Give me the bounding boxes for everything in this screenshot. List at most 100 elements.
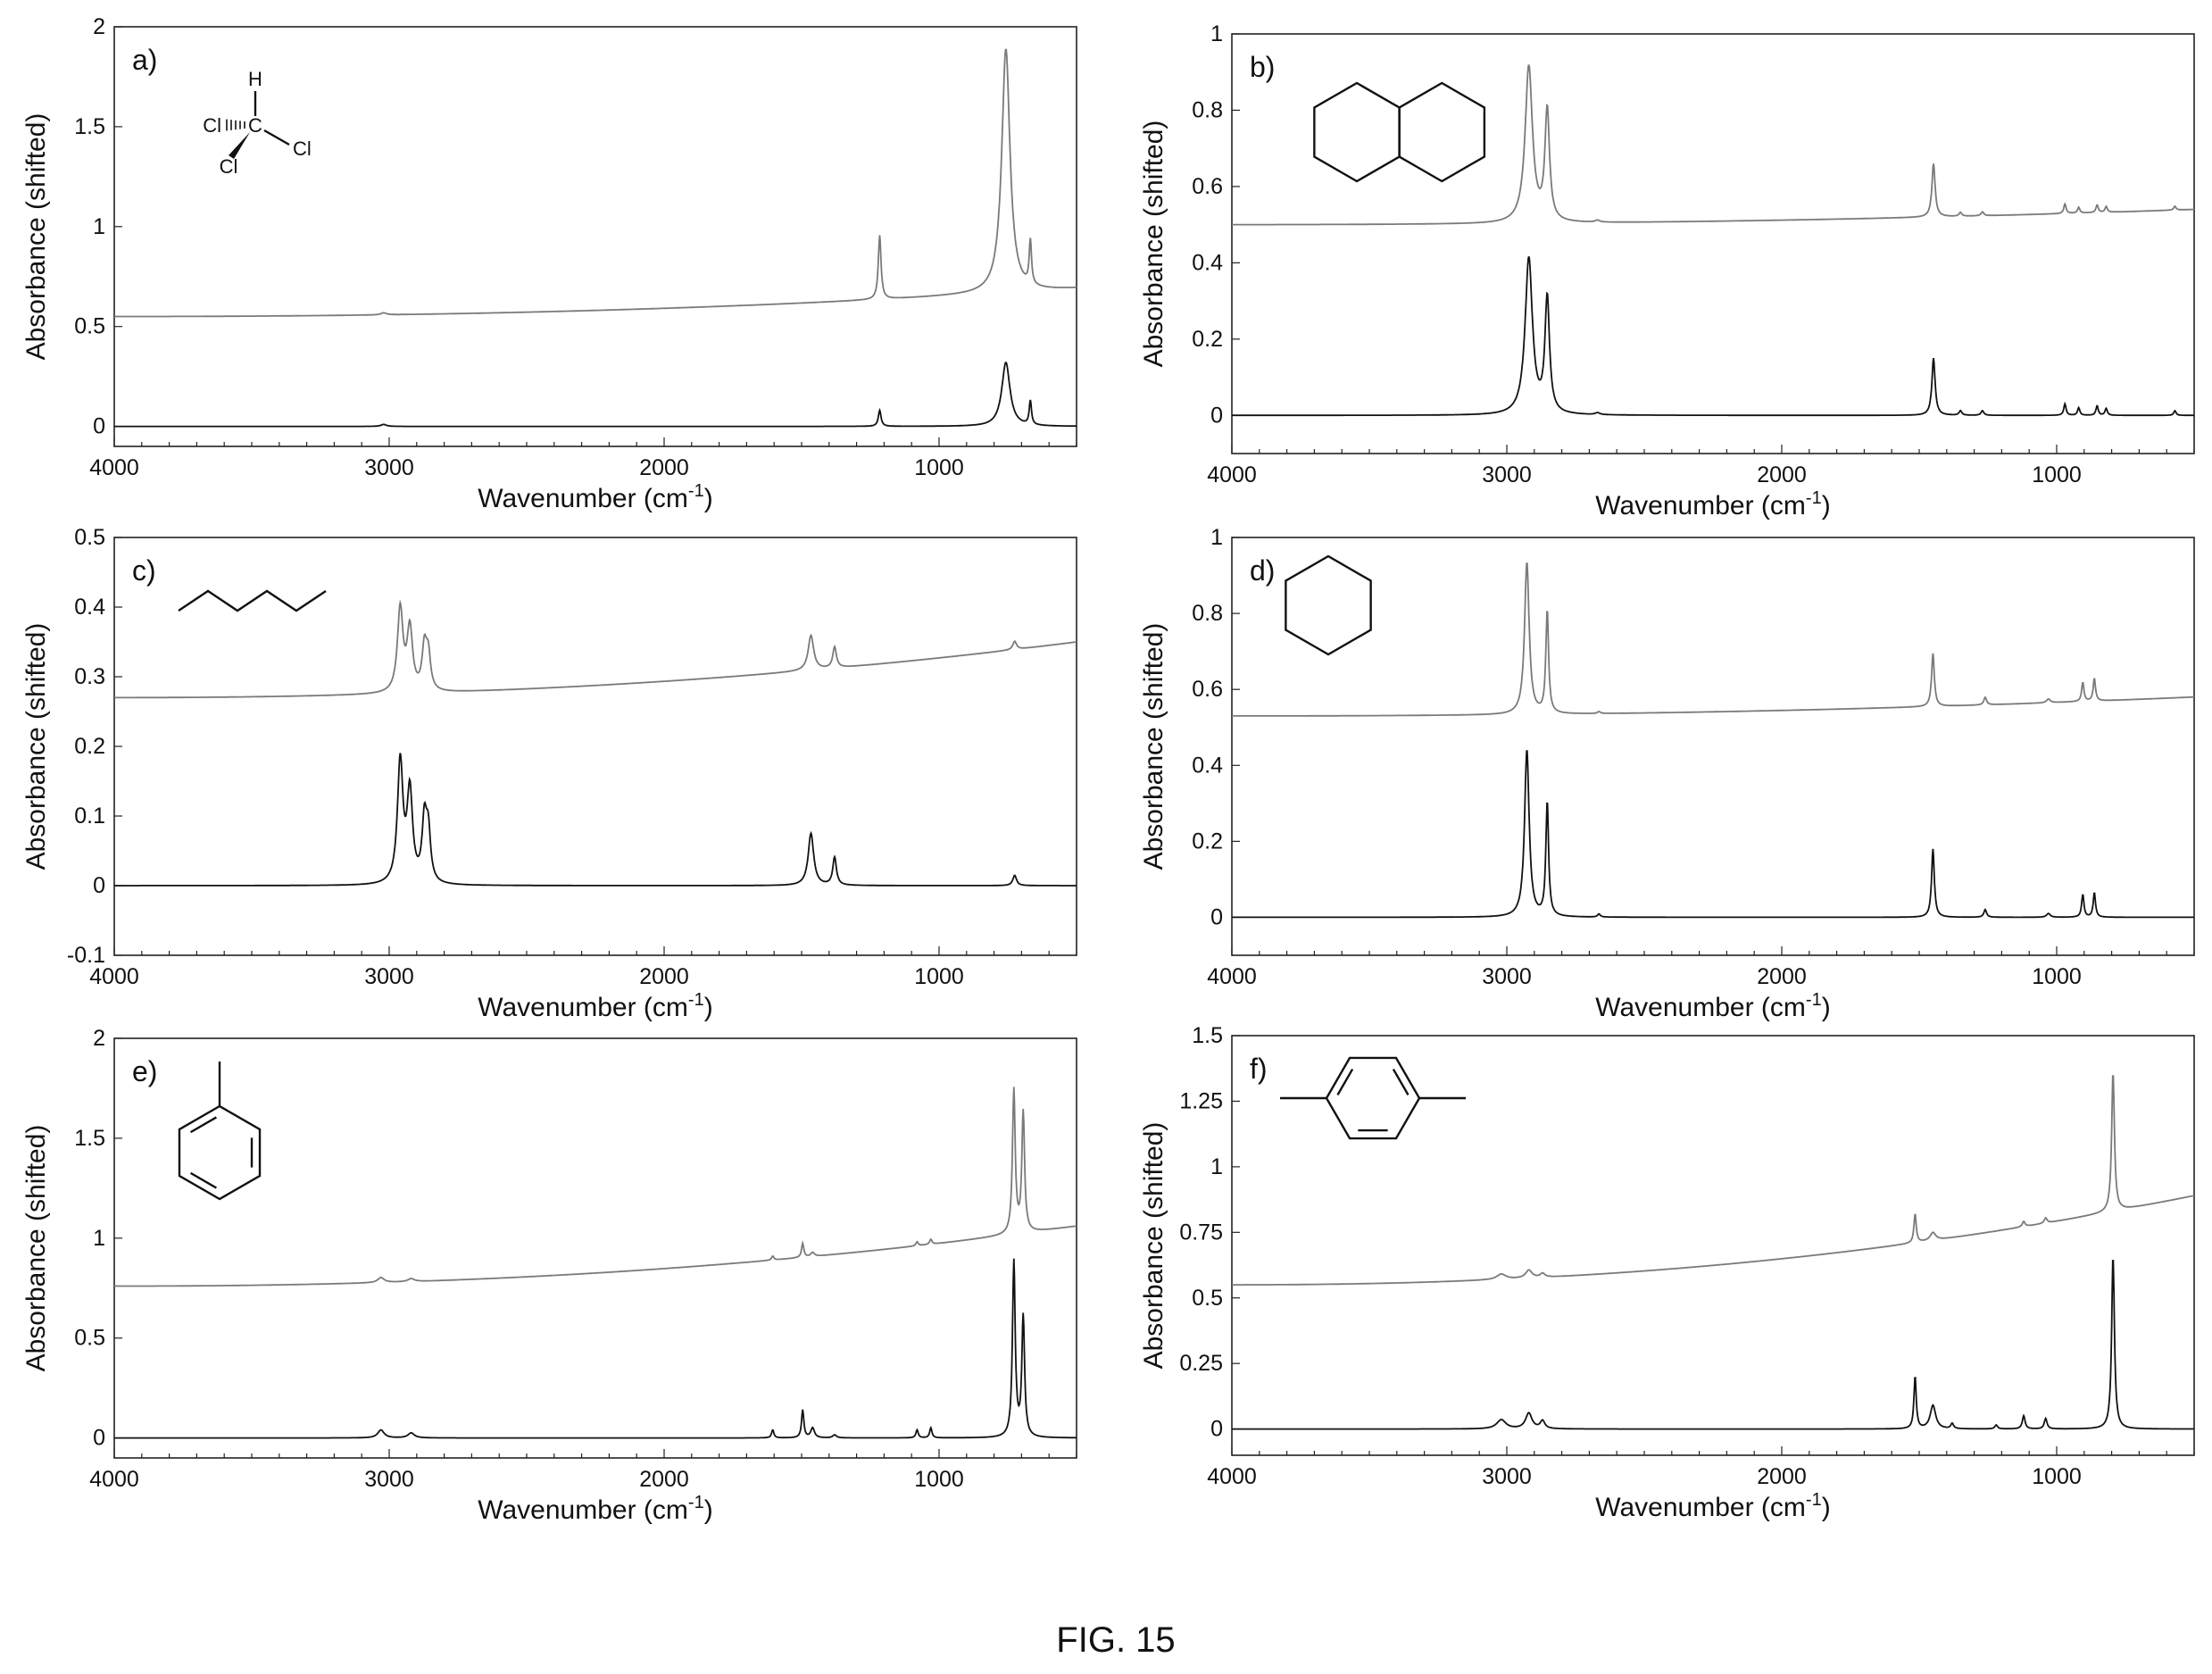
y-axis-title: Absorbance (shifted) [21,623,51,870]
y-tick-label: 1 [93,1226,105,1251]
x-axis-title-text: Wavenumber (cm [478,1495,688,1525]
plot-frame [113,537,1077,956]
y-tick-label: 1.5 [74,114,105,139]
plot-frame [1231,1035,2195,1456]
y-tick-label: 2 [93,1026,105,1051]
y-tick-label: 0.4 [1192,753,1223,778]
x-axis-title-superscript: -1 [688,990,704,1010]
y-tick-label: 0 [93,1426,105,1451]
x-tick-label: 2000 [639,455,689,480]
y-tick-label: 0.5 [74,314,105,339]
atom-label-cl-right: Cl [293,137,312,160]
x-tick-label: 4000 [89,1467,139,1492]
x-tick-label: 1000 [2032,964,2082,989]
x-tick-label: 4000 [1207,964,1257,989]
y-tick-label: 1.25 [1179,1088,1223,1113]
panel-letter: a) [132,44,157,76]
y-tick-label: 0.8 [1192,97,1223,122]
y-tick-label: 0 [93,414,105,439]
y-axis-title: Absorbance (shifted) [21,1125,51,1372]
series-line-shifted [1232,1075,2194,1286]
y-tick-label: 0.2 [1192,327,1223,352]
y-tick-label: 1.5 [74,1126,105,1151]
x-tick-label: 4000 [1207,462,1257,487]
y-tick-label: 0.4 [1192,250,1223,275]
x-axis-title-superscript: -1 [1806,488,1822,508]
x-axis-title-text: Wavenumber (cm [1595,491,1806,521]
x-axis-title: Wavenumber (cm-1) [1595,488,1830,521]
y-tick-label: 1 [1210,525,1223,550]
figure-caption: FIG. 15 [1056,1620,1175,1660]
x-tick-label: 3000 [1482,1464,1532,1489]
molecule-structure-decalin [1313,81,1486,183]
x-axis-title-close: ) [704,484,713,513]
panel-a: 4000 3000 2000 1000 0 0.5 1 1.5 2 Wavenumber (cm-… [21,14,1077,513]
decalin-ring-1 [1313,81,1401,183]
x-tick-label: 1000 [914,964,964,989]
panel-c: 4000 3000 2000 1000 -0.1 0 0.1 0.2 0.3 0.4 0.5 Wave… [21,525,1077,1022]
plot-frame [113,1037,1077,1459]
x-axis-title: Wavenumber (cm-1) [478,1493,712,1525]
x-tick-label: 1000 [2032,462,2082,487]
series-line-baseline [1232,1260,2194,1430]
y-tick-label: 0.5 [1192,1286,1223,1311]
y-tick-label: 0.6 [1192,174,1223,199]
plot-frame [1231,33,2195,454]
x-axis-title-text: Wavenumber (cm [478,484,688,513]
y-axis-title: Absorbance (shifted) [1139,623,1168,870]
x-tick-label: 2000 [639,964,689,989]
y-tick-label: 0 [1210,1417,1223,1442]
x-axis-title-close: ) [1822,993,1831,1022]
x-tick-label: 1000 [914,455,964,480]
aromatic-double-bond-2 [189,1171,217,1189]
decalin-ring-2 [1398,81,1486,183]
y-axis-title: Absorbance (shifted) [1139,1122,1168,1370]
series-line-baseline [1232,256,2194,417]
y-tick-label: 0.6 [1192,677,1223,702]
molecule-structure-chloroform: H Cl C Cl Cl [203,68,312,178]
y-tick-label: 1 [1210,21,1223,46]
x-axis-title: Wavenumber (cm-1) [1595,1490,1830,1522]
series-line-shifted [1232,562,2194,717]
x-axis-title-text: Wavenumber (cm [1595,993,1806,1022]
cyclohexane-ring [1285,554,1372,656]
hexane-chain [178,589,327,612]
y-tick-label: 0 [1210,403,1223,428]
panel-b: 4000 3000 2000 1000 0 0.2 0.4 0.6 0.8 1 Wavenumber… [1139,21,2195,521]
series-line-baseline [114,1258,1077,1439]
y-tick-label: 0.2 [1192,829,1223,854]
molecule-structure-cyclohexane [1285,554,1372,656]
x-tick-label: 4000 [89,964,139,989]
y-tick-label: 0.25 [1179,1351,1223,1376]
molecule-structure-hexane [178,589,327,612]
aromatic-double-bond-3 [1392,1068,1410,1095]
x-tick-label: 3000 [1482,462,1532,487]
x-tick-label: 1000 [2032,1464,2082,1489]
y-tick-label: 0.3 [74,664,105,689]
molecule-structure-p-xylene [1280,1056,1466,1140]
y-tick-label: 0 [93,873,105,898]
panel-letter: b) [1250,51,1275,83]
x-tick-label: 4000 [1207,1464,1257,1489]
series-line-baseline [114,362,1077,428]
bond-c-cl-right [263,129,290,146]
y-tick-label: 2 [93,14,105,39]
x-tick-label: 3000 [364,964,414,989]
x-tick-label: 2000 [1757,462,1807,487]
x-axis-title-close: ) [1822,491,1831,521]
panel-letter: d) [1250,554,1275,587]
atom-label-cl-left: Cl [203,114,221,137]
plot-frame [113,26,1077,447]
series-line-baseline [1232,750,2194,919]
y-tick-label: 1 [1210,1154,1223,1179]
x-tick-label: 2000 [639,1467,689,1492]
benzene-ring [178,1104,262,1201]
x-tick-label: 3000 [364,1467,414,1492]
y-tick-label: 1 [93,214,105,239]
panel-letter: e) [132,1055,157,1087]
x-tick-label: 2000 [1757,1464,1807,1489]
series-line-shifted [1232,64,2194,226]
y-tick-label: 0.1 [74,804,105,829]
y-tick-label: 0.5 [74,1326,105,1351]
